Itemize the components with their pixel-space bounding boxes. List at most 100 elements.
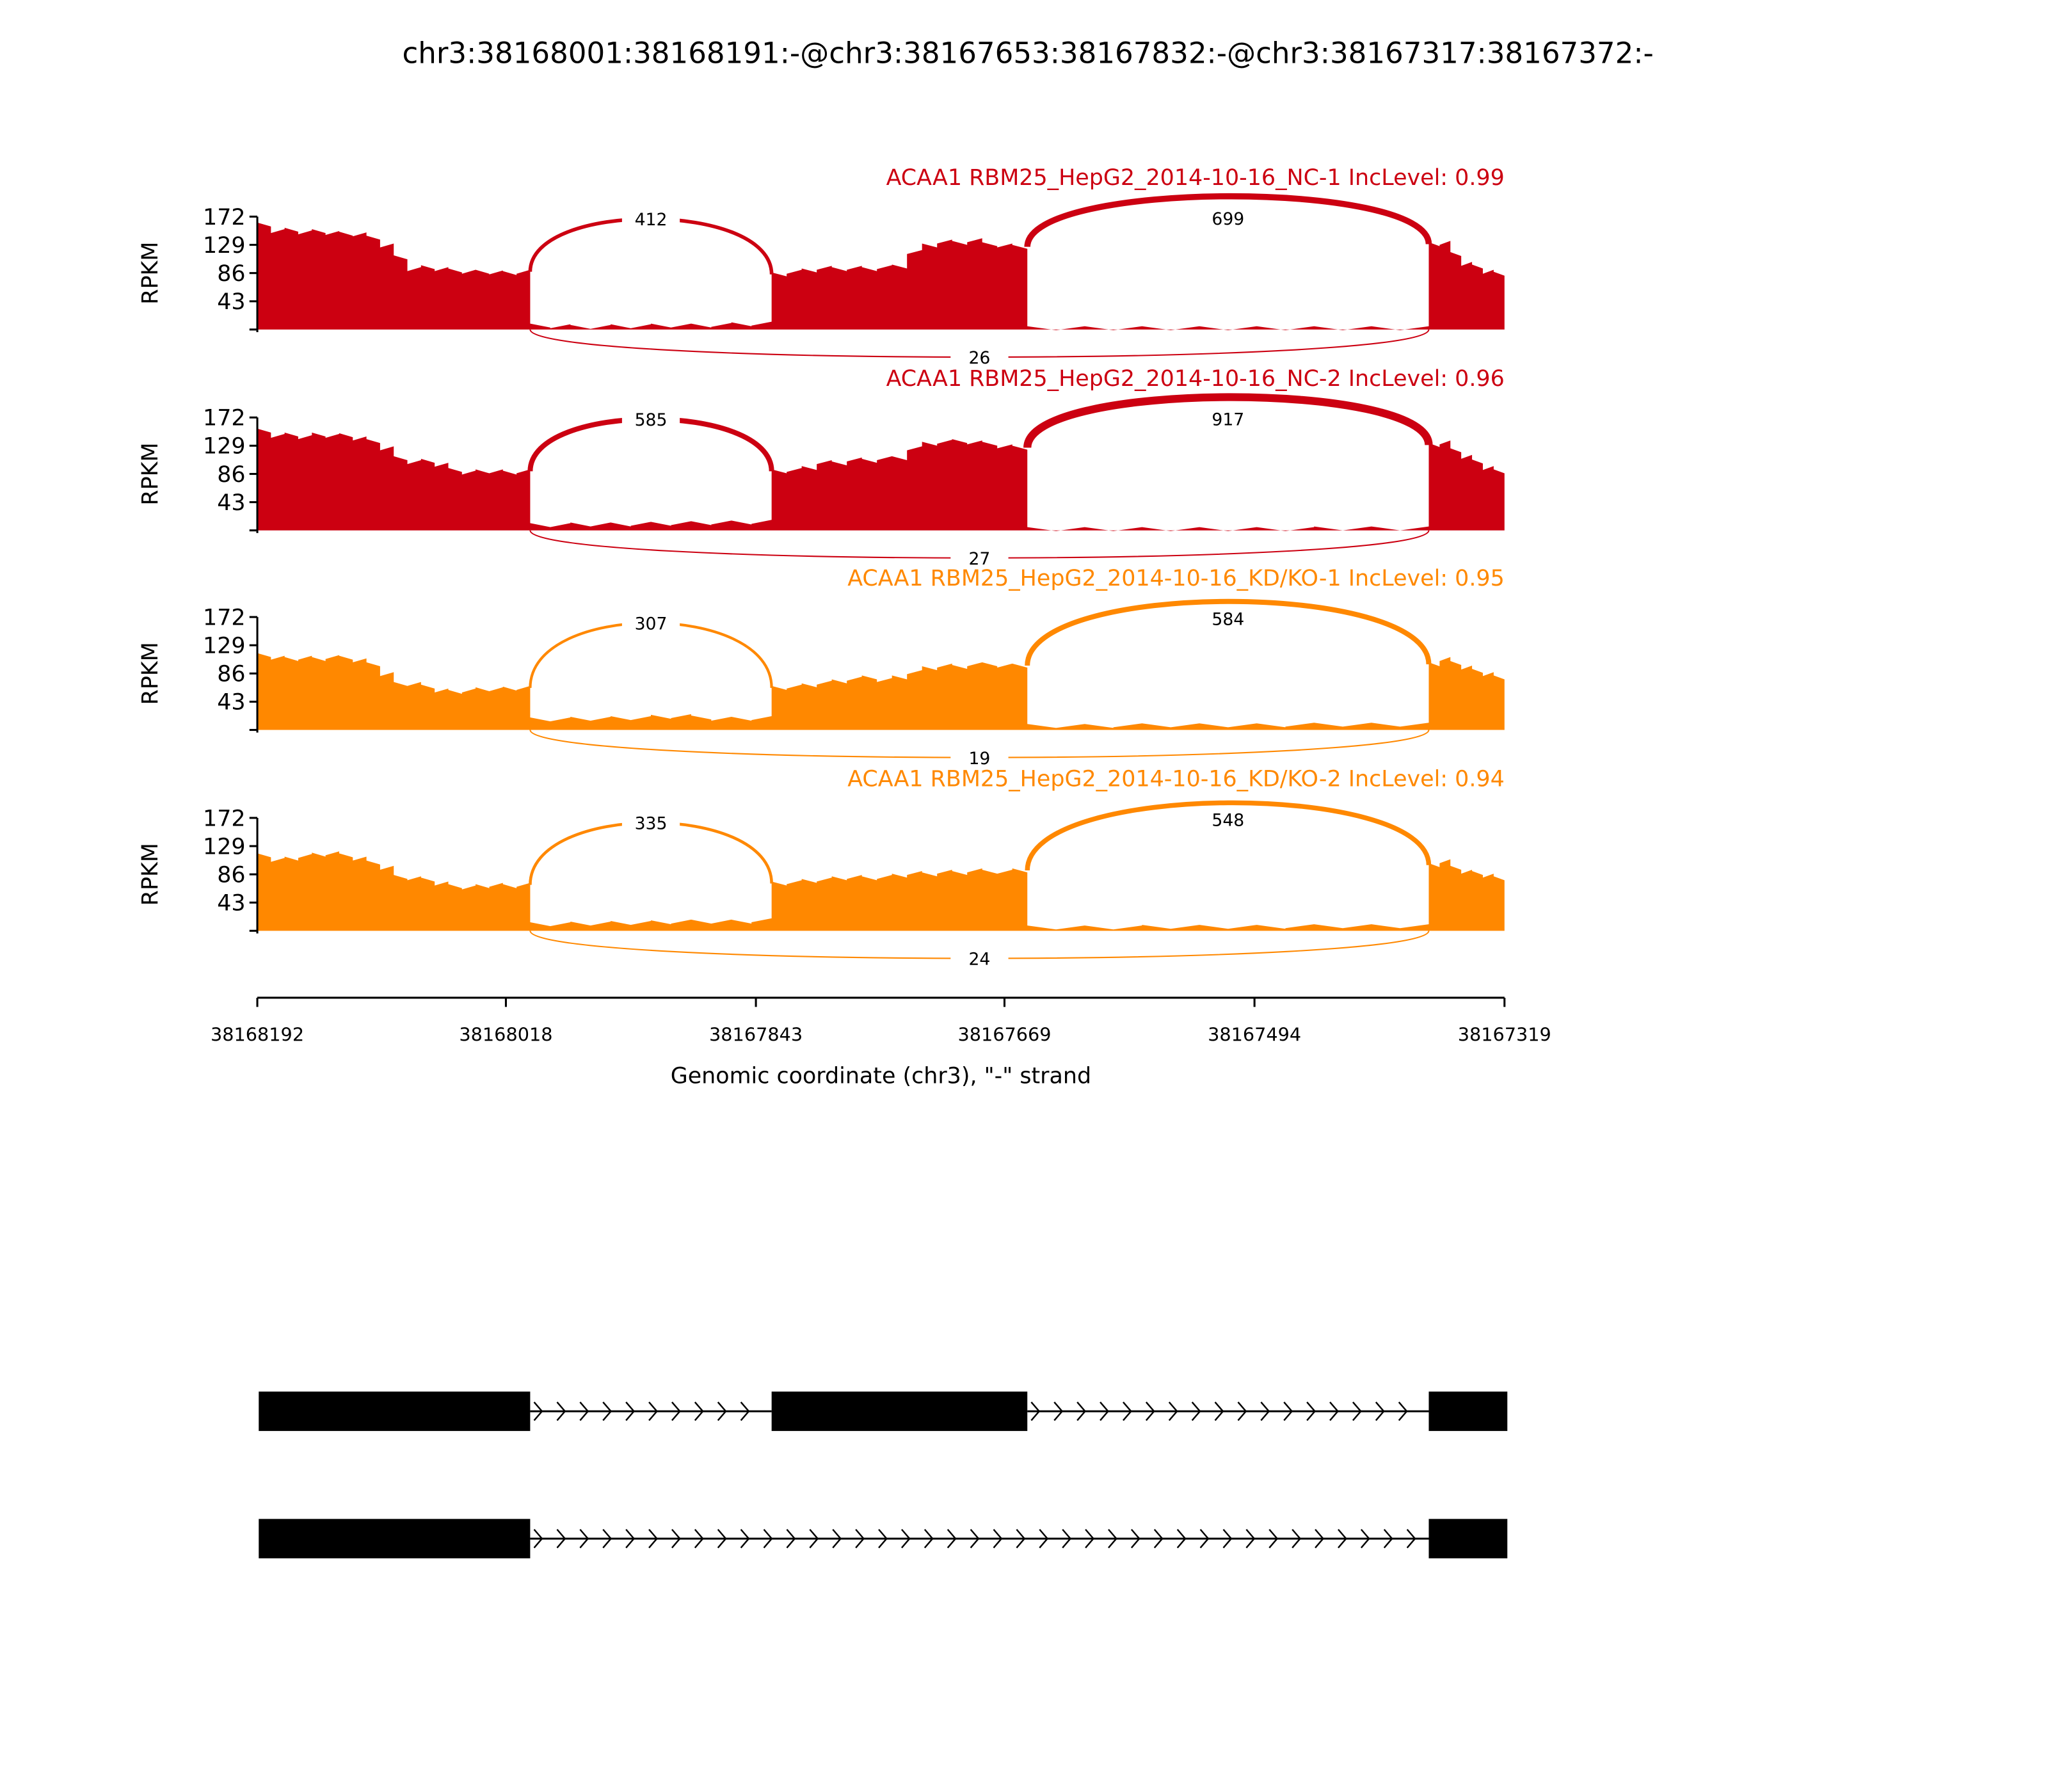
strand-chevron-icon (855, 1528, 865, 1549)
coverage-area (257, 222, 1505, 330)
strand-chevron-icon (1292, 1528, 1302, 1549)
strand-chevron-icon (602, 1528, 612, 1549)
strand-chevron-icon (717, 1528, 727, 1549)
strand-chevron-icon (556, 1401, 566, 1421)
y-axis-label: RPKM (138, 642, 163, 705)
strand-chevron-icon (1062, 1528, 1072, 1549)
sample-title: ACAA1 RBM25_HepG2_2014-10-16_KD/KO-1 Inc… (847, 566, 1505, 591)
junction-count: 307 (635, 614, 668, 634)
coverage-area (257, 428, 1505, 531)
y-tick-label: 86 (217, 261, 245, 287)
strand-chevron-icon (1030, 1401, 1041, 1421)
strand-chevron-icon (625, 1528, 636, 1549)
strand-chevron-icon (924, 1528, 934, 1549)
junction-label-bg (1199, 808, 1257, 830)
junction-label-bg (950, 346, 1009, 368)
strand-chevron-icon (671, 1528, 681, 1549)
strand-chevron-icon (1085, 1528, 1095, 1549)
chart-title: chr3:38168001:38168191:-@chr3:38167653:3… (402, 36, 1653, 70)
strand-chevron-icon (900, 1528, 911, 1549)
strand-chevron-icon (1352, 1401, 1362, 1421)
x-axis: 38168192 38168018 38167843 38167669 38167494… (211, 996, 1551, 1046)
exon-block (1428, 1391, 1508, 1431)
strand-chevron-icon (1245, 1528, 1256, 1549)
y-tick-label: 86 (217, 462, 245, 488)
strand-chevron-icon (740, 1401, 750, 1421)
junction-label-bg (950, 747, 1009, 768)
strand-chevron-icon (878, 1528, 888, 1549)
strand-chevron-icon (1039, 1528, 1049, 1549)
junction-label-bg (621, 208, 680, 229)
junction-label-bg (621, 408, 680, 430)
junction-count: 699 (1212, 209, 1244, 229)
coverage-area (257, 851, 1505, 931)
junction-count: 412 (635, 210, 668, 230)
strand-chevron-icon (694, 1401, 704, 1421)
sample-panel: 335 548 24 ACAA1 RBM25_HepG2_2014-10-16_KD/… (138, 767, 1505, 970)
junction-count: 585 (635, 410, 668, 430)
junction-count: 26 (968, 348, 990, 368)
strand-chevron-icon (1375, 1401, 1385, 1421)
strand-chevron-icon (602, 1401, 612, 1421)
junction-arc (1023, 393, 1433, 449)
y-tick-label: 172 (203, 205, 246, 230)
strand-chevron-icon (1191, 1401, 1201, 1421)
strand-chevron-icon (993, 1528, 1003, 1549)
coverage-area (257, 653, 1505, 730)
sample-panel: 412 699 26 ACAA1 RBM25_HepG2_2014-10-16_NC-… (138, 165, 1505, 368)
strand-chevron-icon (947, 1528, 957, 1549)
x-tick-label: 38167843 (709, 1024, 803, 1046)
junction-arc (1025, 800, 1432, 871)
junction-label-bg (621, 812, 680, 833)
strand-chevron-icon (1383, 1528, 1393, 1549)
strand-chevron-icon (1130, 1528, 1140, 1549)
strand-chevron-icon (717, 1401, 727, 1421)
sample-panel: 585 917 27 ACAA1 RBM25_HepG2_2014-10-16_NC-… (138, 366, 1505, 569)
y-tick-label: 86 (217, 662, 245, 687)
y-tick-label: 172 (203, 605, 246, 630)
strand-chevron-icon (832, 1528, 842, 1549)
strand-chevron-icon (1153, 1528, 1164, 1549)
junction-count: 24 (968, 950, 990, 970)
strand-chevron-icon (533, 1401, 543, 1421)
x-tick-label: 38168018 (459, 1024, 552, 1046)
strand-chevron-icon (625, 1401, 636, 1421)
junction-arc (1025, 598, 1432, 666)
strand-chevron-icon (1260, 1401, 1270, 1421)
strand-chevron-icon (740, 1528, 750, 1549)
x-axis-label: Genomic coordinate (chr3), "-" strand (671, 1063, 1091, 1089)
sample-title: ACAA1 RBM25_HepG2_2014-10-16_KD/KO-2 Inc… (847, 767, 1505, 792)
strand-chevron-icon (1108, 1528, 1117, 1549)
y-tick-label: 86 (217, 862, 245, 888)
strand-chevron-icon (556, 1528, 566, 1549)
strand-chevron-icon (786, 1528, 796, 1549)
strand-chevron-icon (1406, 1528, 1416, 1549)
strand-chevron-icon (1053, 1401, 1064, 1421)
strand-chevron-icon (1329, 1401, 1339, 1421)
junction-label-bg (950, 547, 1009, 569)
y-axis-label: RPKM (138, 442, 163, 505)
x-tick-label: 38167319 (1458, 1024, 1551, 1046)
strand-chevron-icon (648, 1528, 658, 1549)
exon-block (259, 1519, 531, 1558)
strand-chevron-icon (1016, 1528, 1026, 1549)
strand-chevron-icon (1222, 1528, 1233, 1549)
strand-chevron-icon (1283, 1401, 1293, 1421)
strand-chevron-icon (579, 1401, 589, 1421)
junction-count: 548 (1212, 810, 1244, 830)
strand-chevron-icon (1214, 1401, 1224, 1421)
junction-arc (1024, 193, 1432, 248)
strand-chevron-icon (1199, 1528, 1210, 1549)
strand-chevron-icon (1100, 1401, 1109, 1421)
sample-title: ACAA1 RBM25_HepG2_2014-10-16_NC-2 IncLev… (886, 366, 1505, 392)
y-tick-label: 129 (203, 233, 246, 259)
strand-chevron-icon (1306, 1401, 1316, 1421)
sample-panel: 307 584 19 ACAA1 RBM25_HepG2_2014-10-16_KD/… (138, 566, 1505, 769)
strand-chevron-icon (1176, 1528, 1187, 1549)
junction-label-bg (950, 948, 1009, 969)
junction-label-bg (1199, 607, 1257, 629)
y-tick-label: 43 (217, 690, 245, 716)
strand-chevron-icon (1268, 1528, 1279, 1549)
y-axis-label: RPKM (138, 843, 163, 906)
